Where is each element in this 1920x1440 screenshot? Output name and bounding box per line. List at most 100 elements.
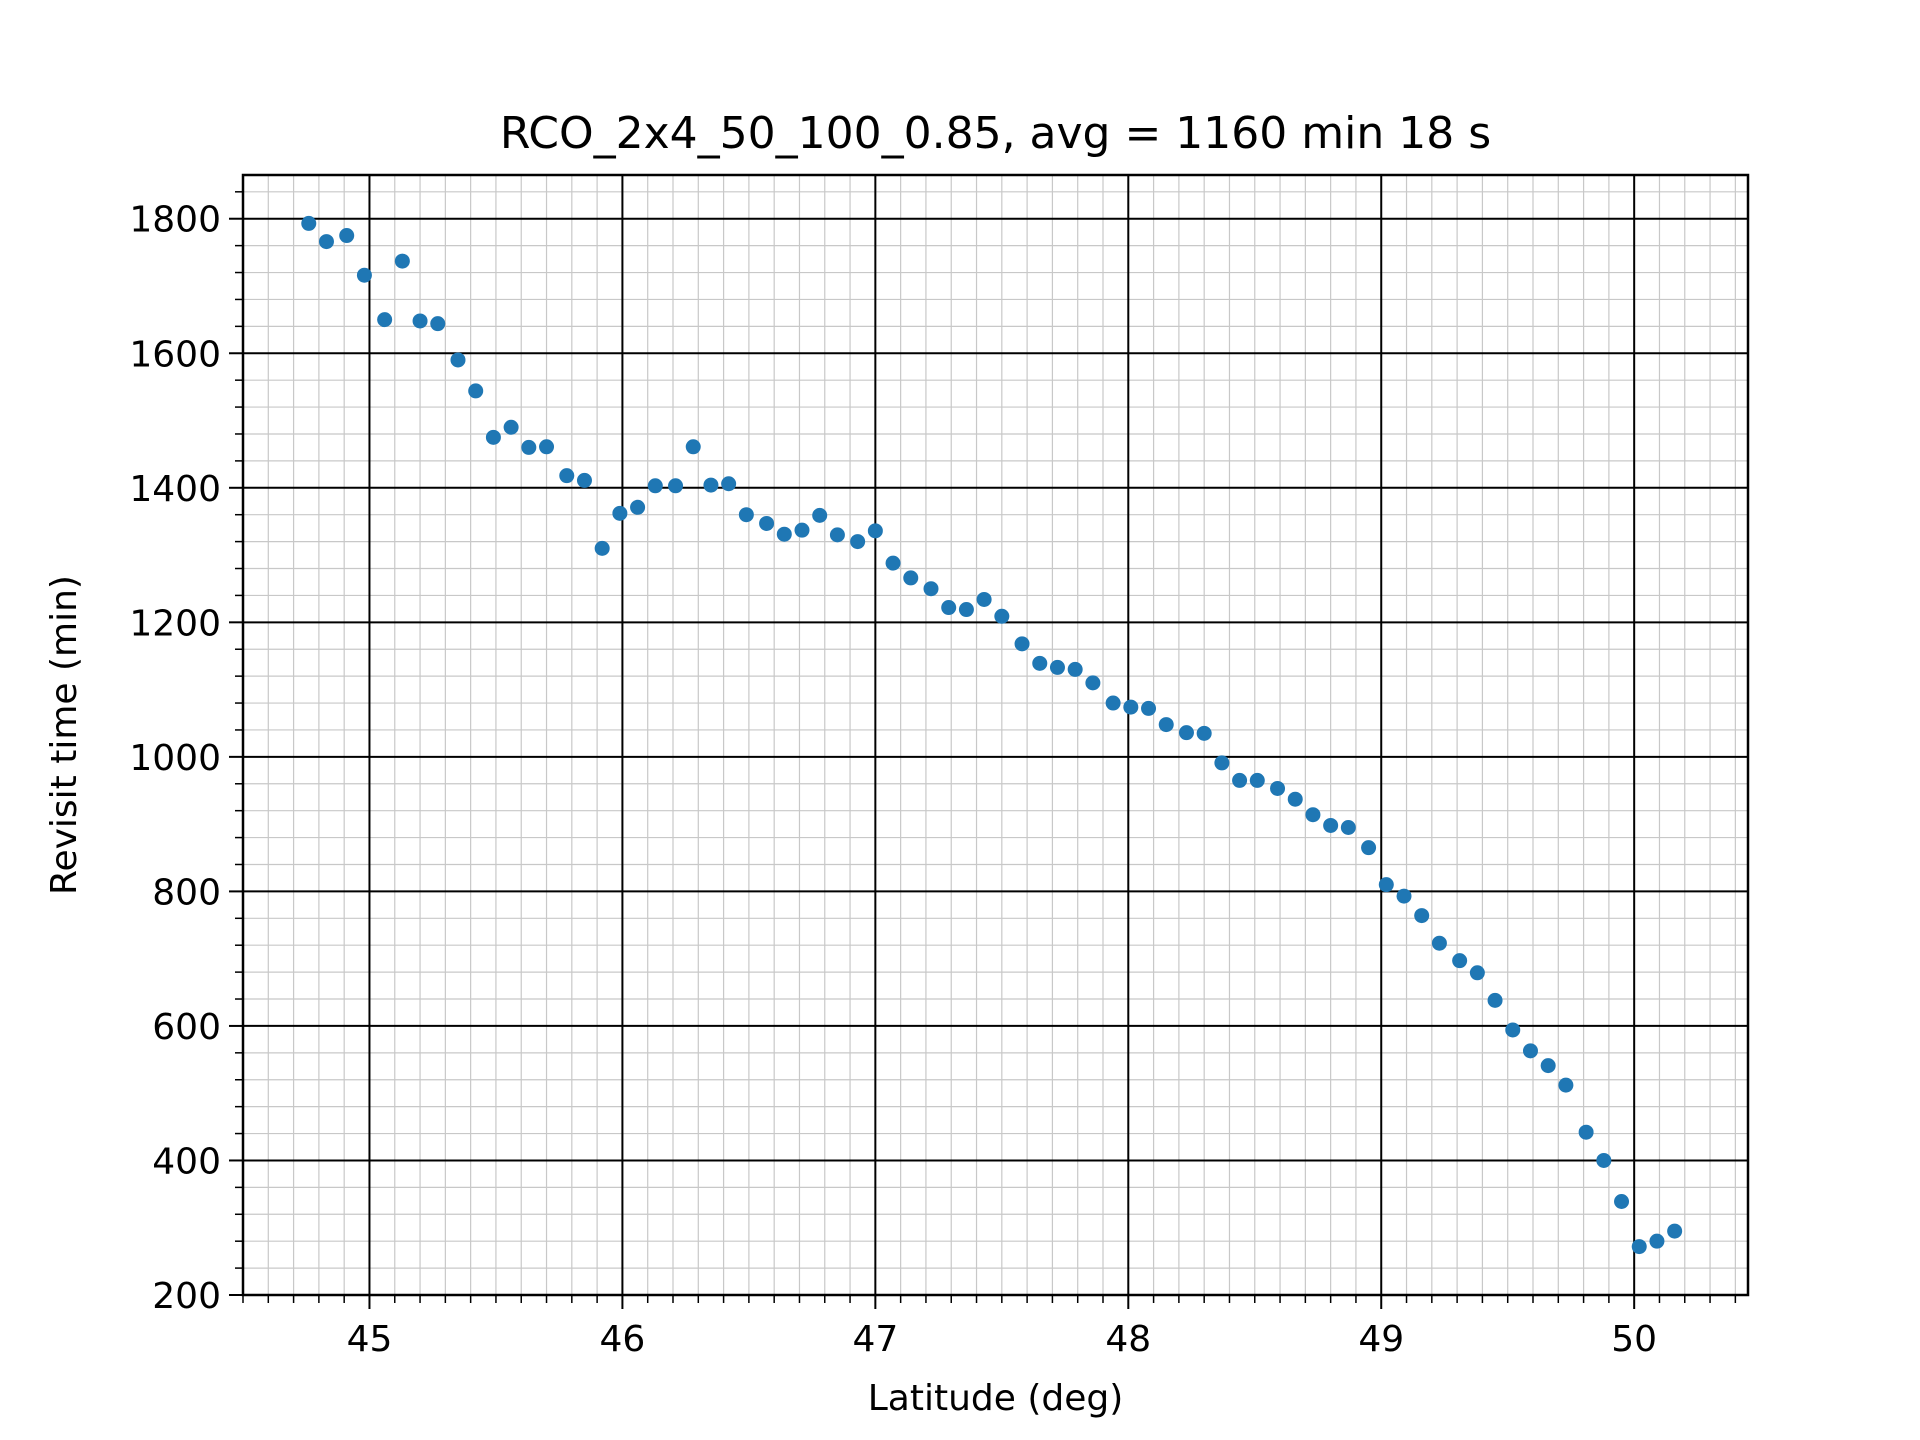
data-point (630, 499, 646, 515)
minor-grid (242, 175, 1748, 1295)
data-point (1196, 725, 1212, 741)
tick-labels: 45 46 47 48 49 50 200 400 600 800 1000 1200 1400 1600… (129, 200, 1657, 1360)
data-point (923, 581, 939, 597)
data-point (1396, 888, 1412, 904)
data-point (721, 476, 737, 492)
data-point (1596, 1152, 1612, 1168)
data-point (1487, 992, 1503, 1008)
data-point (1505, 1022, 1521, 1038)
data-point (812, 507, 828, 523)
data-point (450, 352, 466, 368)
y-tick-label: 600 (152, 1007, 221, 1048)
x-tick-label: 49 (1358, 1319, 1404, 1360)
data-point (1614, 1193, 1630, 1209)
data-point (1178, 725, 1194, 741)
data-point (1431, 935, 1447, 951)
y-tick-label: 1800 (129, 200, 221, 241)
data-point (468, 383, 484, 399)
x-tick-label: 47 (852, 1319, 898, 1360)
data-point (885, 555, 901, 571)
data-point (1214, 755, 1230, 771)
data-point (594, 540, 610, 556)
chart-title: RCO_2x4_50_100_0.85, avg = 1160 min 18 s (500, 108, 1491, 159)
data-point (738, 507, 754, 523)
data-point (1305, 807, 1321, 823)
data-point (1522, 1043, 1538, 1059)
data-point (576, 472, 592, 488)
data-point (759, 515, 775, 531)
y-tick-label: 1200 (129, 603, 221, 644)
data-point (850, 534, 866, 550)
data-point (1032, 655, 1048, 671)
data-point (377, 312, 393, 328)
data-point (647, 478, 663, 494)
data-point (1414, 908, 1430, 924)
data-point (485, 429, 501, 445)
data-point (1578, 1124, 1594, 1140)
data-point (685, 439, 701, 455)
data-point (1378, 877, 1394, 893)
plot-frame (241, 173, 1750, 1297)
data-point (1631, 1239, 1647, 1255)
y-tick-label: 800 (152, 872, 221, 913)
x-tick-label: 46 (600, 1319, 646, 1360)
data-point (430, 316, 446, 332)
x-tick-label: 48 (1105, 1319, 1151, 1360)
data-point (776, 526, 792, 542)
data-point (301, 215, 317, 231)
x-tick-label: 50 (1611, 1319, 1657, 1360)
data-point (941, 600, 957, 616)
data-point (394, 253, 410, 269)
data-point (829, 527, 845, 543)
data-point (1469, 965, 1485, 981)
data-point (1158, 717, 1174, 733)
data-point (612, 505, 628, 521)
data-point (1287, 791, 1303, 807)
data-point (318, 234, 334, 250)
data-point (1249, 772, 1265, 788)
major-grid (243, 175, 1748, 1296)
data-point (1014, 636, 1030, 652)
data-point (1049, 659, 1065, 675)
data-point (794, 522, 810, 538)
data-point (958, 602, 974, 618)
data-point (903, 570, 919, 586)
data-point (1141, 700, 1157, 716)
y-tick-label: 1600 (129, 334, 221, 375)
data-point (1232, 772, 1248, 788)
data-point (339, 228, 355, 244)
data-point (1123, 699, 1139, 715)
data-point (539, 439, 555, 455)
data-point (1649, 1233, 1665, 1249)
data-point (994, 608, 1010, 624)
y-tick-label: 400 (152, 1141, 221, 1182)
y-tick-label: 1000 (129, 738, 221, 779)
data-point (668, 478, 684, 494)
data-point (703, 477, 719, 493)
x-axis-label: Latitude (deg) (868, 1378, 1124, 1419)
y-tick-label: 1400 (129, 469, 221, 510)
y-tick-label: 200 (152, 1276, 221, 1317)
axis-ticks (229, 191, 1737, 1309)
data-point (1067, 661, 1083, 677)
data-point (867, 523, 883, 539)
data-point (1085, 675, 1101, 691)
data-point (412, 313, 428, 329)
data-point (503, 419, 519, 435)
y-axis-label: Revisit time (min) (44, 575, 85, 895)
data-points (301, 215, 1683, 1255)
data-point (1323, 817, 1339, 833)
data-point (1558, 1077, 1574, 1093)
data-point (976, 591, 992, 607)
data-point (521, 439, 537, 455)
data-point (1105, 695, 1121, 711)
data-point (1452, 953, 1468, 969)
data-point (1270, 780, 1286, 796)
data-point (1540, 1058, 1556, 1074)
data-point (1361, 840, 1377, 856)
data-point (356, 267, 372, 283)
x-tick-label: 45 (347, 1319, 393, 1360)
data-point (1667, 1223, 1683, 1239)
